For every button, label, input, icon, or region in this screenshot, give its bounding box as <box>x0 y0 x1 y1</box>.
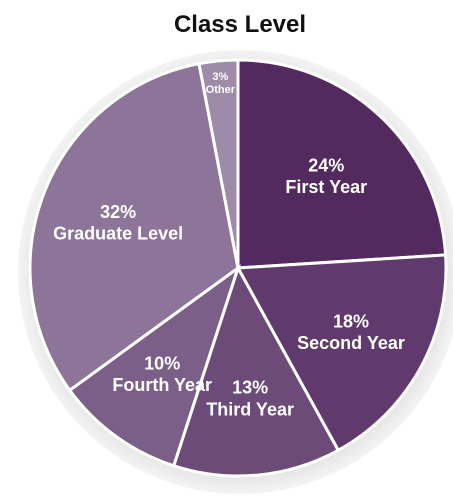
labels: 24%First Year 18%Second Year 13%Third Year… <box>53 71 405 419</box>
pie-slice <box>67 264 241 468</box>
slice-value-label: 10% <box>144 354 180 374</box>
chart-title: Class Level <box>174 11 306 38</box>
slice-value-label: 3% <box>212 71 228 83</box>
slice-category-label: Third Year <box>206 399 294 419</box>
slice-value-label: 32% <box>100 202 136 222</box>
pie-slice <box>28 61 240 393</box>
slice-category-label: Graduate Level <box>53 223 183 243</box>
slice-value-label: 24% <box>308 155 344 175</box>
slice-category-label: Fourth Year <box>112 375 212 395</box>
pie-slice <box>171 264 341 478</box>
slice-category-label: Other <box>206 84 236 96</box>
slice-category-label: First Year <box>285 177 367 197</box>
slice-value-label: 13% <box>232 378 268 398</box>
slices <box>28 58 448 478</box>
pie-slice <box>235 253 448 453</box>
pie-slice <box>236 58 448 270</box>
slice-value-label: 18% <box>333 311 369 331</box>
pie-slice <box>197 58 240 269</box>
slice-category-label: Second Year <box>297 333 405 353</box>
